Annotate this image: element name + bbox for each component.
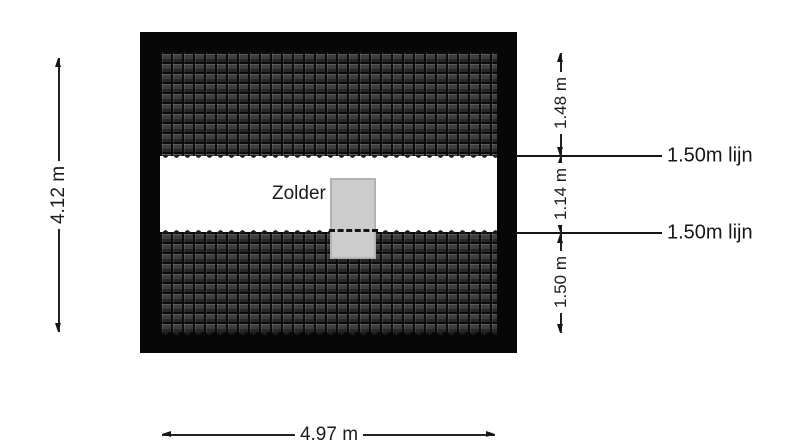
line-150-bottom-label: 1.50m lijn: [667, 221, 753, 244]
arrow-up-icon: [557, 157, 563, 166]
line-150-top: [516, 155, 662, 157]
dimension-label-total-width: 4.97 m: [294, 425, 364, 444]
arrow-right-icon: [486, 431, 495, 437]
arrow-left-icon: [162, 431, 171, 437]
room-label: Zolder: [272, 183, 326, 204]
dimension-label-segment-middle: 1.14 m: [551, 163, 570, 225]
arrow-up-icon: [557, 53, 563, 62]
arrow-down-icon: [55, 323, 61, 332]
arrow-up-icon: [557, 234, 563, 243]
roof-surface-bottom: [160, 229, 497, 336]
line-150-bottom: [516, 232, 662, 234]
dimension-label-total-height: 4.12 m: [48, 160, 69, 230]
roof-edge-dashed-line: [329, 229, 378, 232]
arrow-down-icon: [557, 147, 563, 156]
arrow-up-icon: [55, 58, 61, 67]
dimension-label-segment-top: 1.48 m: [551, 72, 570, 134]
arrow-down-icon: [557, 223, 563, 232]
roof-surface-top: [160, 52, 497, 159]
arrow-down-icon: [557, 324, 563, 333]
roof-window: [330, 178, 376, 259]
line-150-top-label: 1.50m lijn: [667, 144, 753, 167]
dimension-label-segment-bottom: 1.50 m: [551, 251, 570, 313]
